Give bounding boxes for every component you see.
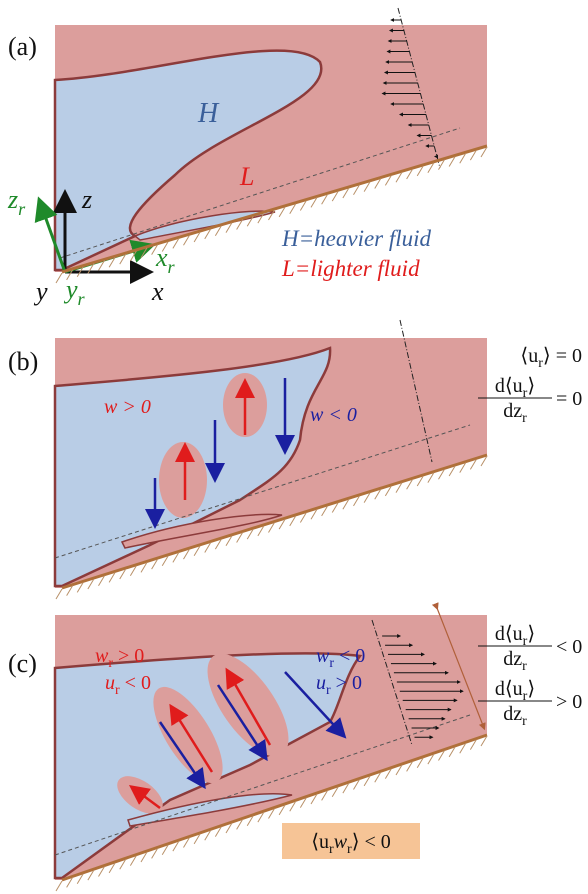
panel-a: (a) H L z x y zr xr yr H=heavier fluid L… bbox=[7, 8, 487, 309]
subscript: r bbox=[78, 289, 86, 309]
relation: < 0 bbox=[556, 636, 582, 658]
part: ⟨u bbox=[520, 345, 538, 367]
gradient-annotation: d⟨ur⟩dzr> 0 bbox=[478, 678, 582, 729]
part: ⟩ bbox=[527, 623, 535, 645]
part: dz bbox=[503, 648, 522, 670]
gradient-annotation: d⟨ur⟩dzr< 0 bbox=[478, 623, 582, 674]
part: u bbox=[105, 672, 115, 694]
part: > 0 bbox=[331, 672, 362, 694]
y-label: y bbox=[33, 277, 48, 306]
figure: (a) H L z x y zr xr yr H=heavier fluid L… bbox=[0, 0, 588, 894]
x-label: x bbox=[151, 277, 164, 306]
part: d⟨u bbox=[495, 375, 523, 397]
part: dz bbox=[503, 703, 522, 725]
hatch bbox=[56, 881, 62, 891]
hatch bbox=[56, 589, 62, 599]
part: d⟨u bbox=[495, 678, 523, 700]
part: w bbox=[316, 645, 330, 667]
yr-label: yr bbox=[63, 275, 86, 309]
panel-b: (b) w > 0 w < 0 ⟨ur⟩ = 0 d⟨ur⟩dzr= 0 bbox=[8, 320, 582, 588]
relation: = 0 bbox=[556, 388, 582, 410]
math-text: dzr bbox=[503, 400, 527, 426]
panel-label: (b) bbox=[8, 347, 38, 376]
part: ⟩ < 0 bbox=[352, 831, 391, 853]
part: w bbox=[95, 645, 109, 667]
symbol: L bbox=[281, 256, 295, 281]
part: > 0 bbox=[113, 645, 144, 667]
part: < 0 bbox=[120, 672, 151, 694]
math-text: d⟨ur⟩ bbox=[495, 623, 535, 649]
heavy-label: H bbox=[197, 98, 220, 129]
part: ⟩ = 0 bbox=[543, 345, 582, 367]
z-label: z bbox=[81, 185, 92, 214]
subscript: r bbox=[522, 714, 527, 729]
legend-heavy: H=heavier fluid bbox=[281, 226, 432, 251]
part: d⟨u bbox=[495, 623, 523, 645]
math-text: d⟨ur⟩ bbox=[495, 375, 535, 401]
subscript: r bbox=[168, 257, 176, 277]
light-finger bbox=[159, 442, 207, 518]
symbol: H bbox=[281, 226, 300, 251]
light-label: L bbox=[239, 162, 254, 191]
part: ⟨u bbox=[311, 831, 329, 853]
part: u bbox=[316, 672, 326, 694]
subscript: r bbox=[522, 659, 527, 674]
gradient-annotation: d⟨ur⟩dzr= 0 bbox=[478, 375, 582, 426]
zr-label: zr bbox=[7, 185, 26, 219]
part: dz bbox=[503, 400, 522, 422]
legend-light: L=lighter fluid bbox=[281, 256, 420, 281]
base: x bbox=[155, 243, 168, 272]
panel-c: (c) wr > 0ur < 0wr < 0ur > 0 ⟨urwr⟩ < 0 … bbox=[8, 608, 582, 880]
relation: > 0 bbox=[556, 691, 582, 713]
math-text: dzr bbox=[503, 648, 527, 674]
part: < 0 bbox=[334, 645, 365, 667]
math-text: dzr bbox=[503, 703, 527, 729]
left-annotation: w > 0 bbox=[104, 396, 151, 418]
right-annotation: w < 0 bbox=[310, 404, 357, 426]
part: ⟩ bbox=[527, 375, 535, 397]
part: w bbox=[334, 831, 348, 853]
panel-label: (a) bbox=[8, 32, 37, 61]
base: z bbox=[7, 185, 18, 214]
legend-text: =lighter fluid bbox=[295, 256, 420, 281]
part: ⟩ bbox=[527, 678, 535, 700]
legend-text: =heavier fluid bbox=[299, 226, 432, 251]
page: (a) H L z x y zr xr yr H=heavier fluid L… bbox=[0, 0, 588, 894]
math-text: d⟨ur⟩ bbox=[495, 678, 535, 704]
subscript: r bbox=[18, 199, 26, 219]
panel-label: (c) bbox=[8, 649, 37, 678]
hatch bbox=[56, 273, 62, 283]
mean-annotation: ⟨ur⟩ = 0 bbox=[520, 345, 582, 371]
subscript: r bbox=[522, 411, 527, 426]
base: y bbox=[63, 275, 78, 304]
